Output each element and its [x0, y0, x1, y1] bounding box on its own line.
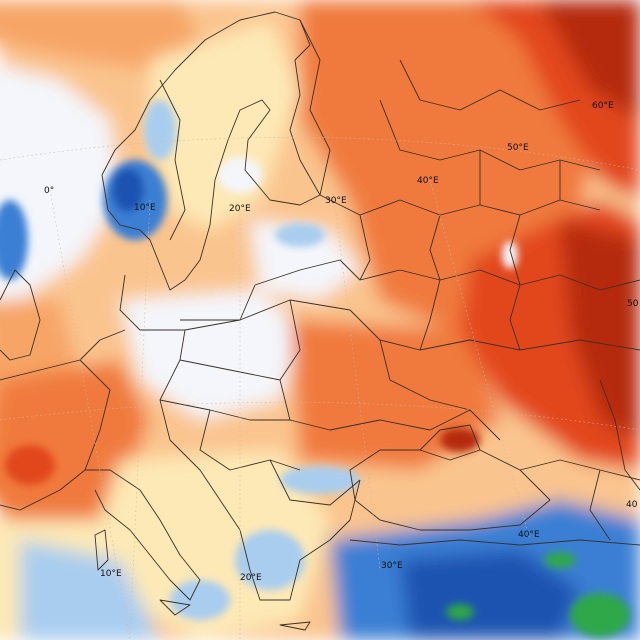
grid-label-lat-40-east: 40	[626, 500, 638, 510]
italy-coast	[85, 469, 201, 601]
grid-label-lon-40e-south: 40°E	[518, 530, 540, 540]
grid-label-lon-0-north: 0°	[44, 186, 54, 196]
grid-label-lon-50e-north: 50°E	[507, 143, 529, 153]
uk-coast	[0, 269, 41, 361]
sweden-norway-border	[159, 79, 186, 241]
grid-label-lon-30e-south: 30°E	[381, 561, 403, 571]
graticule	[0, 136, 640, 640]
grid-label-lon-40e-north: 40°E	[417, 176, 439, 186]
crete	[279, 621, 311, 631]
grid-labels: 0° 10°E 20°E 30°E 40°E 50°E 60°E 50 10°E…	[44, 101, 639, 583]
grid-label-lon-20e-north: 20°E	[229, 204, 251, 214]
crimea	[419, 424, 481, 451]
sardinia	[94, 529, 109, 571]
finland-russia-border	[299, 19, 331, 196]
cold-patches	[0, 100, 630, 637]
grid-label-lon-30e-north: 30°E	[325, 196, 347, 206]
caspian-coast	[599, 379, 640, 491]
grid-label-lat-50-east: 50	[627, 299, 639, 309]
grid-label-lon-20e-south: 20°E	[240, 573, 262, 583]
sicily	[159, 599, 191, 616]
scandinavia-coast	[101, 11, 321, 291]
grid-label-lat-60-east: 60°E	[592, 101, 614, 111]
grid-label-lon-10e-north: 10°E	[134, 203, 156, 213]
coastlines-borders	[0, 11, 640, 631]
grid-label-lon-10e-south: 10°E	[100, 569, 122, 579]
